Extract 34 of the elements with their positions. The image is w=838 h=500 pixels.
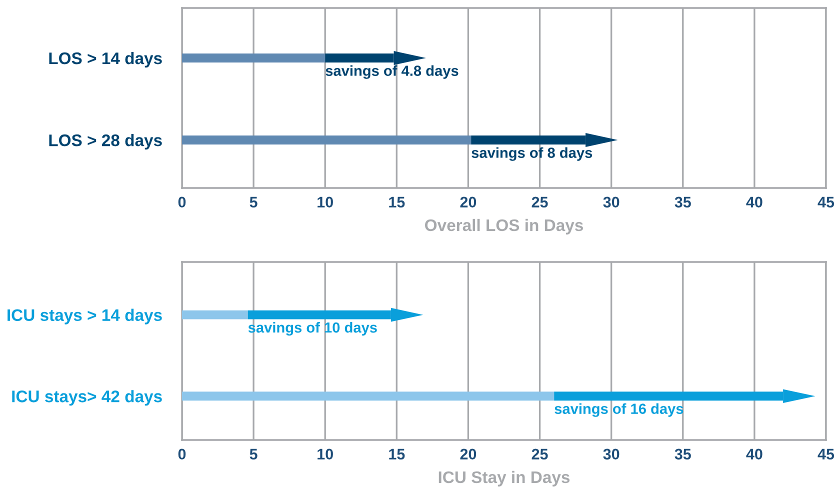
x-tick-label: 15 [389,448,405,460]
y-tick-label: ICU stays > 14 days [8,308,162,324]
x-axis-title: ICU Stay in Days [438,470,570,486]
x-tick-label: 40 [746,196,762,208]
x-tick-label: 35 [674,196,691,208]
x-tick-label: 5 [250,196,258,208]
data-label: savings of 10 days [248,322,377,336]
x-tick-label: 45 [818,196,834,208]
x-tick-label: 0 [178,448,186,460]
x-tick-label: 20 [460,196,476,208]
x-axis-title: Overall LOS in Days [425,218,583,234]
x-tick-label: 25 [532,196,548,208]
x-tick-label: 40 [746,448,762,460]
x-tick-label: 15 [389,196,405,208]
x-tick-label: 10 [318,448,333,460]
x-tick-label: 35 [674,448,691,460]
x-tick-label: 0 [178,196,186,208]
data-label: savings of 4.8 days [326,65,458,79]
x-tick-label: 20 [460,448,476,460]
y-tick-label: LOS > 14 days [49,52,162,68]
y-tick-label: LOS > 28 days [49,134,162,150]
y-tick-label: ICU stays> 42 days [12,390,162,406]
data-label: savings of 8 days [472,147,592,161]
x-tick-label: 25 [532,448,548,460]
bar [182,54,326,63]
x-tick-label: 45 [818,448,834,460]
bar [182,136,472,145]
x-tick-label: 10 [318,196,333,208]
bar [182,310,248,320]
x-tick-label: 30 [603,448,620,460]
x-tick-label: 30 [603,196,620,208]
x-tick-label: 5 [250,448,258,460]
bar [182,392,554,401]
data-label: savings of 16 days [554,403,684,417]
